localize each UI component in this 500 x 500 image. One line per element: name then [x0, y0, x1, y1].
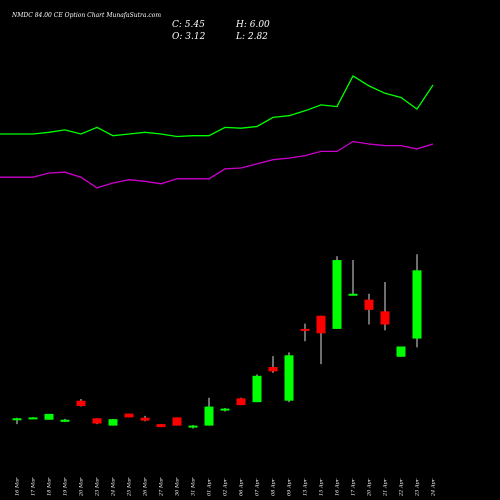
x-tick-label: 25 Mar [127, 477, 133, 497]
candle [268, 356, 278, 373]
x-tick-label: 02 Apr [223, 478, 229, 496]
candle-body [76, 400, 86, 406]
candle-body [28, 417, 38, 420]
candle-body [44, 413, 54, 420]
candle-body [108, 419, 118, 426]
candles [12, 254, 422, 429]
candle [124, 413, 134, 418]
candle [12, 417, 22, 425]
candle-body [12, 418, 22, 421]
candle [76, 398, 86, 407]
candle [44, 413, 54, 420]
x-tick-label: 23 Apr [415, 478, 421, 497]
candle-body [60, 419, 70, 422]
candle [380, 282, 390, 331]
candle-body [252, 375, 262, 403]
candle-body [268, 367, 278, 372]
candle-body [300, 328, 310, 331]
x-tick-label: 23 Mar [95, 477, 101, 497]
candle-body [348, 293, 358, 296]
candle [140, 415, 150, 422]
x-tick-label: 13 Apr [303, 478, 309, 496]
x-tick-label: 31 Mar [191, 477, 197, 496]
close-value: C: 5.45 [172, 20, 205, 30]
x-tick-label: 26 Mar [143, 477, 149, 497]
candle-body [92, 418, 102, 424]
x-tick-label: 16 Mar [15, 477, 21, 496]
x-tick-label: 17 Mar [31, 477, 37, 496]
candle-body [396, 346, 406, 357]
upper-indicator-line [0, 74, 434, 138]
x-tick-label: 21 Apr [383, 478, 389, 497]
candle [348, 260, 358, 296]
candle-body [364, 299, 374, 310]
candle-body [236, 398, 246, 406]
candle [108, 419, 118, 426]
x-tick-label: 01 Apr [207, 478, 213, 496]
x-tick-label: 24 Mar [111, 477, 117, 497]
x-tick-label: 27 Mar [159, 477, 165, 497]
candle-body [140, 417, 150, 421]
candle [156, 424, 166, 428]
candle [236, 397, 246, 406]
candle [188, 425, 198, 429]
x-tick-label: 16 Apr [335, 478, 341, 496]
candle-body [220, 408, 230, 411]
candle-body [412, 270, 422, 339]
candle [284, 352, 294, 403]
candle [300, 323, 310, 342]
chart-title: NMDC 84.00 CE Option Chart MunafaSutra.c… [11, 12, 161, 19]
x-tick-label: 15 Apr [319, 478, 325, 496]
x-tick-label: 19 Mar [63, 477, 69, 496]
x-tick-label: 18 Mar [47, 477, 53, 496]
candle [204, 397, 214, 426]
open-value: O: 3.12 [172, 32, 206, 42]
candle [28, 417, 38, 420]
candle [364, 293, 374, 325]
candle [220, 408, 230, 412]
candle-body [172, 417, 182, 426]
x-tick-label: 30 Mar [175, 477, 181, 496]
lower-indicator-line [0, 140, 434, 189]
candle-body [156, 424, 166, 428]
candle-body [316, 315, 326, 334]
candle [316, 315, 326, 365]
indicator-lines [0, 74, 434, 189]
candle [172, 417, 182, 426]
x-tick-label: 20 Mar [79, 477, 85, 497]
candle-body [124, 413, 134, 418]
candle [332, 256, 342, 329]
candle-body [284, 355, 294, 401]
x-tick-label: 22 Apr [399, 478, 405, 497]
x-tick-label: 24 Apr [431, 478, 437, 497]
x-tick-label: 20 Apr [367, 478, 373, 497]
x-tick-label: 08 Apr [271, 478, 277, 496]
candle-body [204, 406, 214, 426]
candle-body [188, 425, 198, 428]
candle [92, 418, 102, 425]
x-tick-label: 17 Apr [351, 478, 357, 496]
candle-body [332, 260, 342, 329]
candle-body [380, 311, 390, 325]
candle [412, 254, 422, 348]
x-tick-label: 09 Apr [287, 478, 293, 496]
low-value: L: 2.82 [235, 32, 268, 42]
x-tick-label: 06 Apr [239, 478, 245, 496]
candle [60, 418, 70, 422]
x-axis-ticks: 16 Mar 17 Mar 18 Mar 19 Mar 20 Mar 23 Mar 24 M… [15, 477, 437, 497]
high-value: H: 6.00 [235, 20, 270, 30]
x-tick-label: 07 Apr [255, 478, 261, 496]
candle [252, 374, 262, 403]
candle [396, 346, 406, 357]
